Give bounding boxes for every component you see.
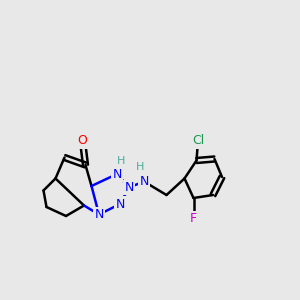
Text: N: N <box>139 175 149 188</box>
Text: N: N <box>115 197 125 211</box>
Text: N: N <box>112 167 122 181</box>
Text: N: N <box>94 208 104 221</box>
Text: H: H <box>136 161 144 172</box>
Text: O: O <box>78 134 87 148</box>
Text: F: F <box>190 212 197 226</box>
Text: H: H <box>117 155 126 166</box>
Text: N: N <box>124 181 134 194</box>
Text: Cl: Cl <box>192 134 204 148</box>
